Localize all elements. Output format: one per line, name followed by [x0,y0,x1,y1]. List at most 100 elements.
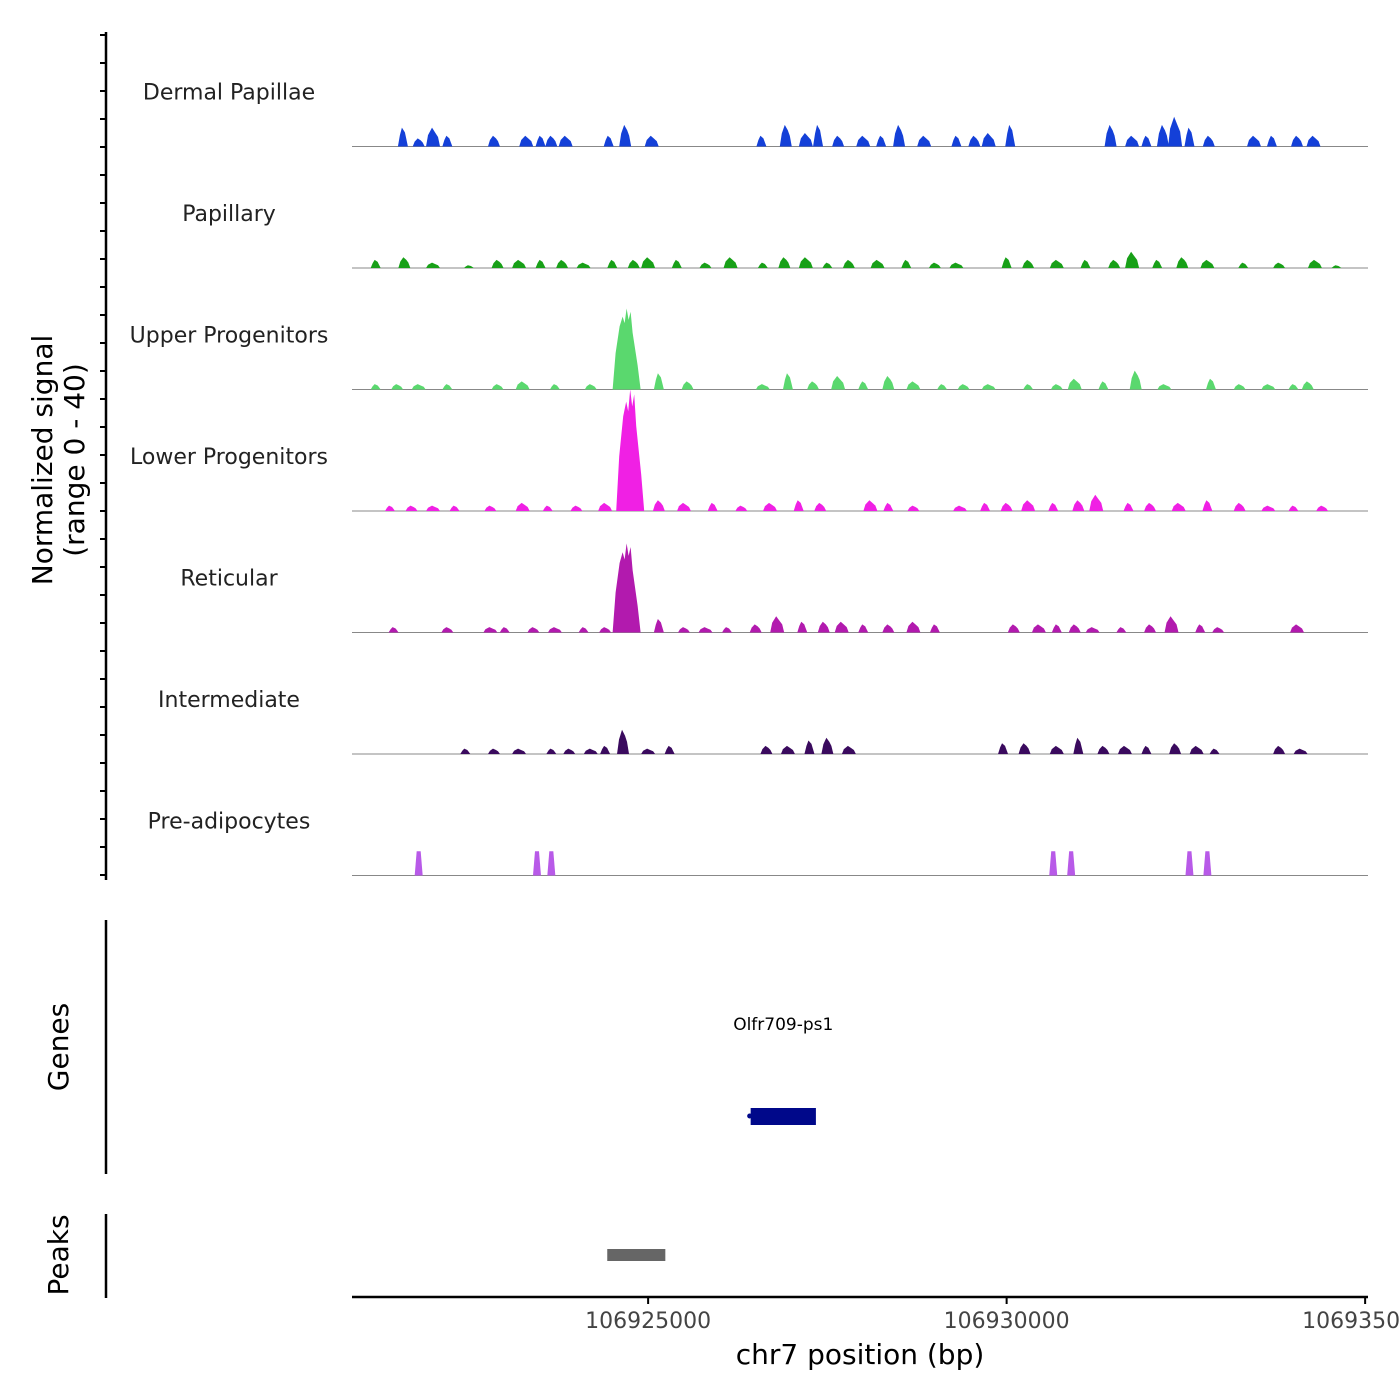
y-axis-label-line2: (range 0 - 40) [58,363,91,557]
signal-peak [1073,737,1084,754]
signal-peak [841,745,856,754]
signal-peak [735,505,748,511]
signal-peak [707,502,718,511]
signal-peak [981,133,996,147]
signal-peak [412,138,425,147]
signal-peak [442,384,453,390]
signal-peak [1238,262,1249,268]
signal-peak [414,851,423,876]
track-label: Lower Progenitors [130,445,328,470]
signal-peak [981,384,996,390]
signal-peak [463,265,474,268]
signal-peak [1144,502,1157,511]
signal-peak [398,257,411,268]
signal-peak [1171,502,1186,511]
signal-peak [831,376,846,390]
signal-peak [797,621,808,633]
signal-peak [757,262,768,268]
signal-peak [1203,851,1212,876]
signal-peak [770,616,785,633]
signal-peak [1233,384,1246,390]
signal-peak [653,619,664,633]
signal-peak [1022,259,1035,268]
signal-peak [598,502,613,511]
signal-peak [763,502,778,511]
signal-peak [652,500,665,511]
signal-peak [491,259,504,268]
signal-peak [1176,257,1189,268]
signal-peak [779,124,792,147]
signal-peak [563,748,576,754]
signal-peak [1184,127,1195,147]
track-pre-adipocytes: Pre-adipocytes [148,810,1368,876]
x-axis-title: chr7 position (bp) [736,1338,985,1371]
signal-peak [856,135,871,147]
signal-peak [676,502,691,511]
signal-peak [370,259,381,268]
signal-peak [1023,384,1034,390]
signal-peak [780,745,795,754]
track-label: Papillary [182,202,276,227]
x-tick-label: 106935000 [1302,1309,1400,1334]
signal-peak [449,505,460,511]
signal-peak [817,621,830,633]
signal-peak [1097,745,1110,754]
signal-peak [512,259,527,268]
signal-peak [1049,259,1064,268]
signal-peak [1290,624,1305,633]
signal-peak [1261,505,1276,511]
signal-peak [917,135,932,147]
signal-peak [603,135,614,147]
signal-peak [1123,502,1134,511]
signal-peak [782,373,793,390]
signal-peak [698,627,713,633]
signal-peak [370,384,381,390]
peak-region [607,1249,666,1261]
signal-peak [1141,135,1152,147]
signal-peak [600,745,611,754]
signal-peak [1307,259,1322,268]
signal-peak [576,262,591,268]
track-label: Upper Progenitors [130,324,329,349]
signal-peak [460,748,471,754]
signal-peak [617,729,630,754]
signal-peak [1156,124,1169,147]
x-axis: 106925000 106930000 106935000 chr7 positio… [352,1295,1400,1371]
signal-peak [583,748,598,754]
signal-peak [527,627,540,633]
signal-peak [535,135,546,147]
signal-peak [1141,745,1152,754]
track-intermediate: Intermediate [158,688,1368,755]
coverage-y-ticks [100,34,106,876]
signal-peak [570,505,583,511]
signal-peak [804,740,815,754]
signal-peak [755,384,770,390]
signal-peak [1067,851,1076,876]
signal-peak [907,505,920,511]
signal-peak [549,384,560,390]
signal-peak [1007,624,1020,633]
gene-body-olfr709-ps1 [750,1108,816,1125]
signal-peak [607,259,618,268]
signal-peak [515,502,530,511]
signal-peak [546,748,557,754]
signal-peak [1288,505,1299,511]
signal-peak [664,745,675,754]
signal-peak [483,627,498,633]
signal-peak [547,851,556,876]
signal-peak [760,745,773,754]
signal-peak [1189,745,1204,754]
signal-peak [821,737,834,754]
signal-peak [1301,381,1314,390]
signal-peak [798,257,813,268]
signal-peak [1293,748,1308,754]
signal-peak [641,748,656,754]
signal-peak [1001,257,1012,268]
signal-peak [487,135,500,147]
signal-peak [1233,502,1246,511]
signal-peak [928,262,941,268]
signal-peak [882,376,895,390]
signal-peak [883,502,894,511]
signal-peak [1072,500,1085,511]
track-upper-progenitors: Upper Progenitors [130,308,1368,390]
